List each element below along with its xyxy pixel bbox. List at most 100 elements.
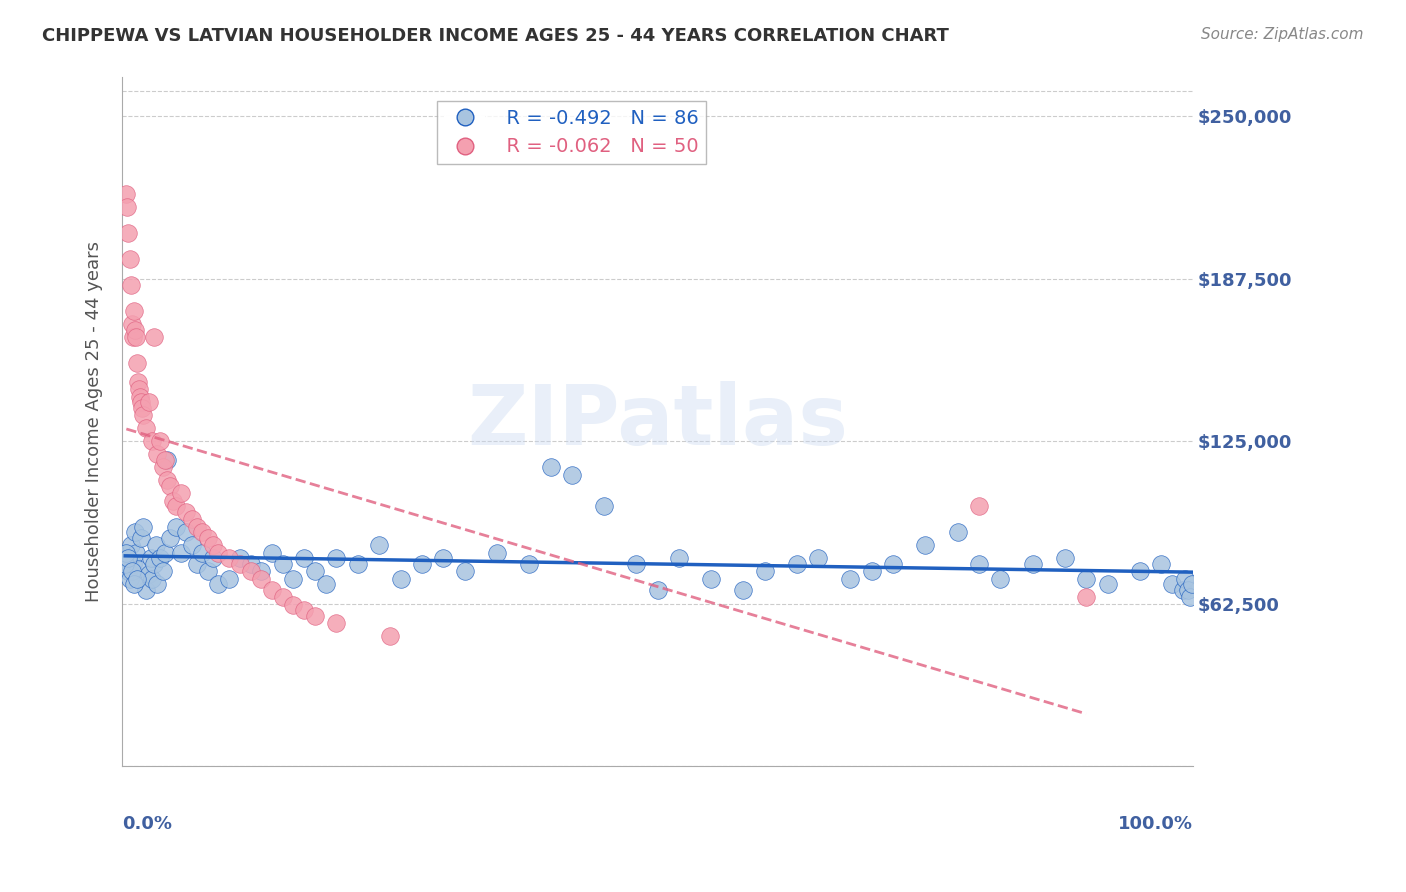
Point (132, 409, 155, 423)
Point (127, 375, 149, 389)
Point (1129, 565, 1152, 579)
Point (153, 546, 176, 560)
Point (122, 304, 145, 318)
Point (121, 557, 143, 571)
Point (946, 525, 969, 540)
Point (807, 551, 830, 566)
Point (914, 538, 936, 552)
Point (1177, 582, 1199, 597)
Point (304, 565, 326, 579)
Point (170, 486, 193, 500)
Point (202, 538, 225, 552)
Point (1097, 577, 1119, 591)
Point (229, 551, 252, 566)
Point (271, 557, 294, 571)
Point (882, 557, 904, 571)
Point (125, 546, 148, 560)
Point (1074, 572, 1097, 586)
Point (159, 531, 181, 545)
Legend:   R = -0.492   N = 86,   R = -0.062   N = 50: R = -0.492 N = 86, R = -0.062 N = 50 (437, 101, 706, 164)
Point (131, 401, 153, 415)
Point (186, 557, 208, 571)
Text: ZIPatlas: ZIPatlas (467, 382, 848, 462)
Point (124, 323, 146, 337)
Point (170, 546, 193, 560)
Point (271, 591, 294, 605)
Point (131, 531, 153, 545)
Point (668, 551, 690, 566)
Point (114, 557, 136, 571)
Point (117, 201, 139, 215)
Point (389, 572, 412, 586)
Point (1174, 572, 1197, 586)
Point (135, 582, 157, 597)
Point (120, 538, 142, 552)
Point (786, 557, 808, 571)
Point (1160, 577, 1182, 591)
Point (121, 330, 143, 344)
Point (860, 565, 883, 579)
Point (125, 330, 148, 344)
Point (967, 500, 990, 514)
Point (593, 500, 616, 514)
Point (121, 318, 143, 332)
Point (131, 395, 153, 409)
Point (121, 565, 143, 579)
Point (754, 565, 776, 579)
Point (967, 557, 990, 571)
Point (138, 566, 160, 581)
Point (378, 629, 401, 643)
Point (156, 452, 179, 467)
Point (733, 582, 755, 597)
Point (191, 525, 214, 540)
Point (117, 565, 139, 579)
Point (432, 551, 454, 566)
Point (117, 551, 139, 566)
Point (250, 572, 273, 586)
Point (122, 577, 145, 591)
Point (146, 447, 169, 461)
Point (218, 572, 240, 586)
Point (125, 572, 148, 586)
Point (141, 572, 163, 586)
Point (239, 557, 262, 571)
Point (283, 598, 305, 612)
Point (186, 520, 208, 534)
Point (135, 421, 157, 435)
Point (117, 227, 139, 241)
Point (118, 572, 141, 586)
Point (148, 434, 170, 449)
Point (624, 557, 647, 571)
Point (260, 582, 283, 597)
Point (143, 330, 166, 344)
Point (346, 557, 368, 571)
Point (207, 546, 229, 560)
Point (229, 557, 252, 571)
Point (129, 390, 152, 404)
Point (165, 500, 187, 514)
Point (839, 572, 862, 586)
Point (315, 577, 337, 591)
Point (118, 252, 141, 267)
Text: CHIPPEWA VS LATVIAN HOUSEHOLDER INCOME AGES 25 - 44 YEARS CORRELATION CHART: CHIPPEWA VS LATVIAN HOUSEHOLDER INCOME A… (42, 27, 949, 45)
Text: 0.0%: 0.0% (122, 814, 172, 832)
Point (1171, 582, 1194, 597)
Point (117, 551, 139, 566)
Point (454, 565, 477, 579)
Point (561, 468, 583, 483)
Point (132, 520, 155, 534)
Point (207, 577, 229, 591)
Point (239, 565, 262, 579)
Point (138, 395, 160, 409)
Point (176, 505, 198, 519)
Point (1053, 551, 1076, 566)
Point (120, 278, 142, 293)
Point (141, 434, 163, 449)
Point (180, 512, 202, 526)
Point (125, 356, 148, 370)
Point (700, 572, 723, 586)
Point (156, 474, 179, 488)
Point (1181, 577, 1204, 591)
Point (197, 531, 219, 545)
Point (180, 538, 202, 552)
